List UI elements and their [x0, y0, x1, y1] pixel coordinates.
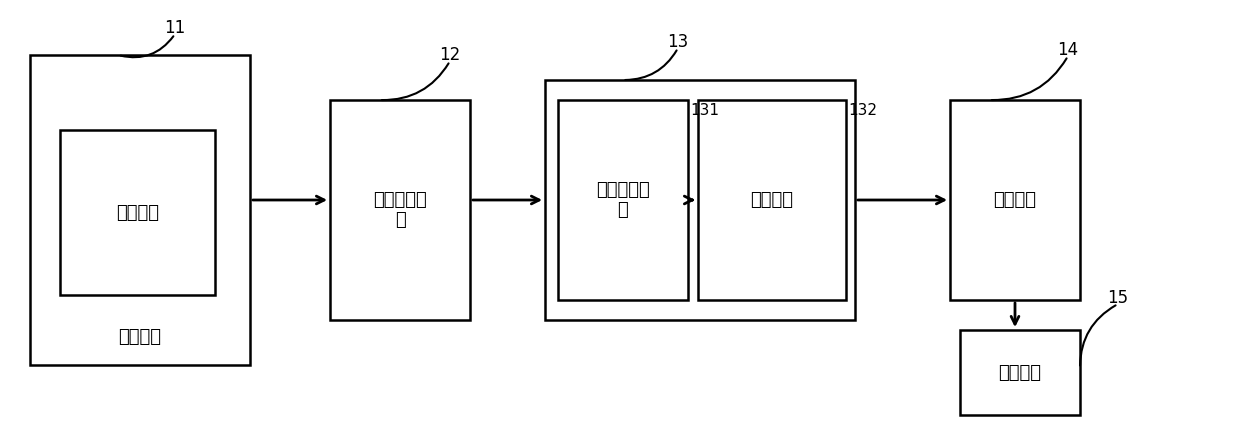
Text: 坐垫本体: 坐垫本体 [117, 203, 159, 222]
Bar [546, 80, 856, 320]
Text: 感触模块: 感触模块 [998, 364, 1042, 381]
Text: 14: 14 [1058, 41, 1079, 59]
Bar [330, 100, 470, 320]
Bar [558, 100, 688, 300]
Text: 显示模块: 显示模块 [993, 191, 1037, 209]
Bar [960, 330, 1080, 415]
Text: 131: 131 [689, 103, 719, 118]
Bar [950, 100, 1080, 300]
Bar [60, 130, 215, 295]
Text: 13: 13 [667, 33, 688, 51]
Text: 电容测量单
元: 电容测量单 元 [596, 181, 650, 219]
Bar [30, 55, 250, 365]
Text: 11: 11 [165, 19, 186, 37]
Text: 132: 132 [848, 103, 877, 118]
Text: 柔性电极: 柔性电极 [119, 328, 161, 346]
Text: 15: 15 [1107, 289, 1128, 307]
Text: 区域选择模
块: 区域选择模 块 [373, 190, 427, 230]
Text: 12: 12 [439, 46, 460, 64]
Text: 处理单元: 处理单元 [750, 191, 794, 209]
Bar [698, 100, 846, 300]
